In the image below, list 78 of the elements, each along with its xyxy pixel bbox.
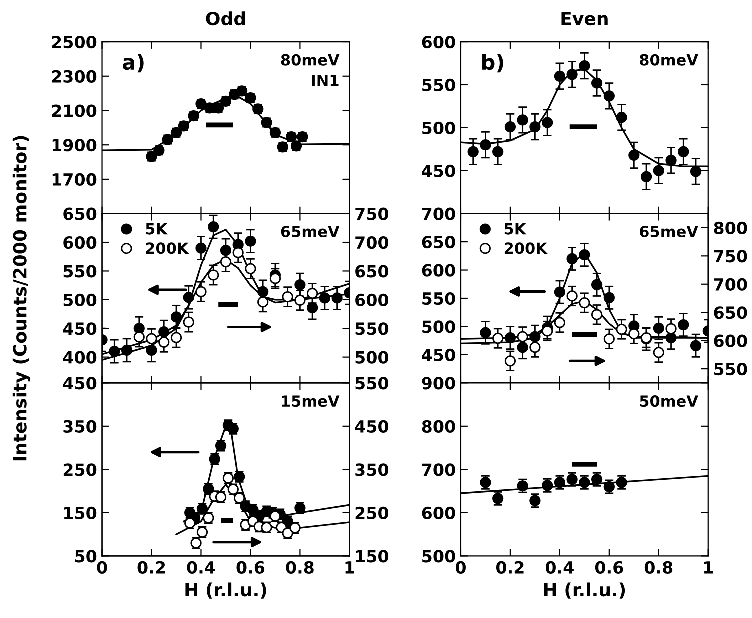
y-tick-label: 1700: [52, 173, 97, 186]
x-tick-label: 0.4: [187, 561, 216, 574]
annotation: 50meV: [640, 396, 698, 408]
y2-tick-label: 450: [355, 420, 389, 433]
annotation: 65meV: [281, 226, 340, 238]
y2-tick-label: 350: [356, 464, 389, 476]
y2-tick-label: 750: [356, 208, 389, 220]
x-tick-label: 1: [704, 562, 714, 574]
y2-tick-label: 700: [714, 278, 748, 291]
chart-title: Odd: [206, 12, 246, 26]
text: b): [482, 54, 504, 73]
y2-tick-label: 650: [356, 265, 389, 278]
y-tick-label: 350: [64, 420, 97, 433]
y2-tick-label: 500: [356, 351, 389, 364]
y-tick-label: 600: [422, 506, 456, 520]
y-tick-label: 550: [422, 78, 456, 92]
y-tick-label: 700: [422, 464, 456, 476]
y-tick-label: 250: [64, 464, 97, 476]
y-tick-label: 450: [63, 377, 97, 390]
x-axis-title: H (r.l.u.): [186, 582, 266, 599]
y-tick-label: 2100: [52, 104, 97, 118]
chart-title: Even: [562, 12, 608, 26]
y-tick-label: 50: [76, 550, 97, 563]
y-tick-label: 500: [422, 550, 456, 563]
y-tick-label: 2500: [52, 36, 97, 49]
y-tick-label: 600: [422, 264, 456, 277]
y2-tick-label: 550: [714, 363, 748, 376]
annotation: 80meV: [640, 54, 698, 66]
annotation: IN1: [312, 75, 339, 86]
y-tick-label: 800: [422, 420, 456, 433]
annotation: 65meV: [640, 226, 698, 238]
y-tick-label: 150: [64, 506, 97, 520]
y-tick-label: 400: [63, 351, 97, 364]
y-tick-label: 2300: [52, 70, 97, 83]
y2-tick-label: 600: [714, 334, 748, 348]
legend-label: 5K: [504, 223, 527, 235]
y2-tick-label: 550: [356, 322, 389, 336]
x-tick-label: 0.6: [236, 561, 265, 574]
y-tick-label: 1900: [52, 139, 97, 152]
legend-label: 200K: [504, 242, 548, 254]
x-tick-label: 0.6: [595, 561, 624, 574]
x-tick-label: 1: [346, 562, 354, 574]
y-tick-label: 450: [63, 322, 97, 336]
y-tick-label: 700: [422, 208, 456, 220]
y-tick-label: 600: [422, 36, 456, 49]
y-tick-label: 600: [64, 236, 97, 250]
y-tick-label: 450: [422, 164, 456, 178]
y2-tick-label: 750: [714, 250, 748, 263]
y-tick-label: 500: [64, 294, 97, 306]
x-tick-label: 0: [97, 561, 108, 574]
x-tick-label: 0.2: [496, 561, 524, 574]
y-tick-label: 550: [422, 292, 456, 306]
y-tick-label: 550: [64, 265, 97, 278]
annotation: 15meV: [282, 396, 340, 408]
y-tick-label: 650: [422, 236, 456, 249]
y-tick-label: 500: [422, 320, 456, 334]
y-tick-label: 500: [422, 122, 456, 134]
y-axis-title: Intensity (Counts/2000 monitor): [12, 136, 31, 461]
x-tick-label: 0.8: [644, 561, 673, 574]
y2-tick-label: 650: [714, 306, 748, 320]
annotation: 80meV: [281, 54, 340, 66]
y2-tick-label: 700: [356, 236, 389, 250]
y2-tick-label: 800: [714, 222, 748, 235]
legend-label: 5K: [146, 223, 168, 235]
y-tick-label: 650: [64, 208, 97, 220]
text: a): [122, 54, 144, 73]
x-tick-label: 0.4: [546, 561, 574, 574]
legend-label: 200K: [146, 242, 190, 254]
y-tick-label: 900: [422, 377, 456, 390]
x-tick-label: 0: [456, 561, 466, 574]
x-tick-label: 0.2: [138, 561, 166, 574]
x-axis-title: H (r.l.u.): [544, 582, 626, 599]
x-tick-label: 0.8: [286, 561, 314, 574]
y2-tick-label: 600: [356, 294, 389, 306]
y-tick-label: 450: [422, 348, 456, 362]
y2-tick-label: 550: [356, 377, 389, 390]
y2-tick-label: 250: [356, 506, 389, 520]
y2-tick-label: 150: [356, 550, 389, 563]
